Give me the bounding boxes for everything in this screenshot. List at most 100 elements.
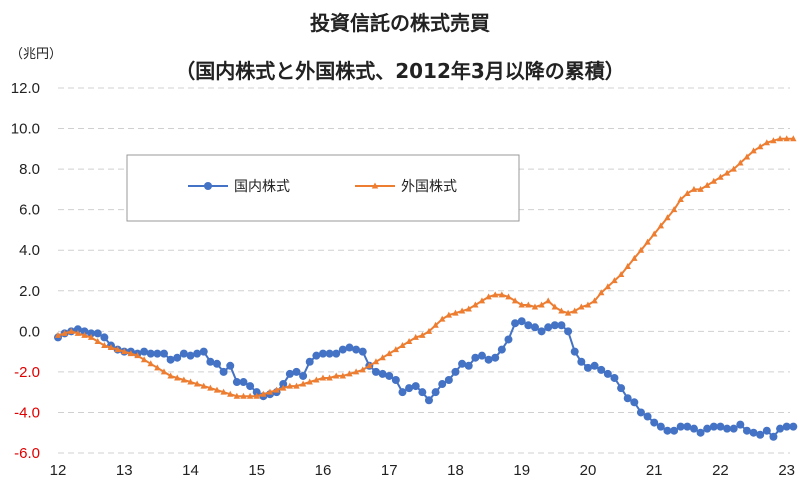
data-point (338, 345, 347, 354)
data-point (656, 422, 665, 431)
data-point (366, 362, 373, 369)
data-point (411, 382, 420, 391)
data-point (717, 173, 724, 180)
data-point (631, 254, 638, 261)
data-point (445, 311, 453, 318)
legend-label: 国内株式 (234, 179, 290, 195)
data-point (352, 345, 361, 354)
data-point (246, 392, 254, 399)
data-point (174, 374, 181, 381)
data-point (783, 135, 790, 142)
data-point (770, 137, 777, 144)
data-point (557, 321, 566, 330)
data-point (431, 388, 440, 397)
data-point (101, 342, 108, 349)
data-point (179, 349, 188, 358)
data-point (464, 361, 473, 370)
data-point (677, 196, 684, 203)
data-point (68, 327, 75, 334)
x-tick-label: 16 (315, 462, 332, 479)
data-point (159, 349, 168, 358)
data-point (227, 390, 234, 397)
data-point (207, 384, 214, 391)
data-point (333, 372, 340, 379)
data-point (517, 317, 526, 326)
data-point (212, 359, 221, 368)
x-tick-label: 17 (381, 462, 398, 479)
data-point (604, 283, 612, 290)
data-point (703, 424, 712, 433)
chart-subtitle: （国内株式と外国株式、2012年3月以降の累積） (175, 59, 625, 83)
data-point (345, 343, 354, 352)
data-point (140, 356, 148, 363)
data-point (392, 346, 400, 353)
data-point (306, 378, 313, 385)
data-point (292, 367, 301, 376)
x-tick-label: 15 (248, 462, 265, 479)
data-point (530, 323, 539, 332)
data-point (790, 135, 797, 142)
data-point (399, 342, 406, 349)
data-point (623, 394, 632, 403)
data-point (544, 323, 553, 332)
data-point (511, 297, 519, 304)
data-point (782, 422, 791, 431)
data-point (617, 384, 626, 393)
data-point (670, 426, 679, 435)
data-point (358, 347, 367, 356)
data-point (749, 428, 758, 437)
data-point (405, 384, 414, 393)
data-point (458, 307, 466, 314)
data-point (477, 351, 486, 360)
data-point (471, 353, 480, 362)
data-point (485, 293, 492, 300)
data-point (558, 307, 565, 314)
data-point (643, 412, 652, 421)
data-point (233, 392, 241, 399)
data-point (285, 369, 294, 378)
data-point (524, 321, 533, 330)
data-point (425, 327, 433, 334)
legend-box (126, 154, 520, 222)
x-tick-label: 13 (116, 462, 133, 479)
data-point (676, 422, 685, 431)
data-point (531, 303, 539, 310)
data-point (690, 185, 698, 192)
data-point (723, 424, 732, 433)
data-point (564, 309, 572, 316)
y-axis-tick-labels: 12.0 10.0 8.0 6.0 4.0 2.0 0.0 -2.0 -4.0 -6.0 (11, 80, 40, 462)
data-point (371, 367, 380, 376)
data-point (193, 349, 202, 358)
data-point (154, 364, 161, 371)
data-point (564, 327, 573, 336)
data-point (226, 361, 235, 370)
data-point (424, 396, 433, 405)
data-point (107, 344, 115, 351)
data-point (538, 301, 545, 308)
data-point (438, 380, 447, 389)
series-line (57, 320, 794, 439)
data-point (219, 367, 228, 376)
x-tick-label: 22 (712, 462, 729, 479)
data-point (583, 363, 592, 372)
data-point (571, 307, 578, 314)
data-point (187, 378, 194, 385)
data-point (736, 420, 745, 429)
data-point (273, 386, 280, 393)
data-point (326, 374, 333, 381)
data-point (80, 327, 89, 336)
data-point (180, 376, 188, 383)
data-point (504, 335, 513, 344)
y-tick-label: -4.0 (14, 404, 40, 421)
data-point (160, 368, 168, 375)
data-point (318, 349, 327, 358)
data-point (359, 366, 366, 373)
data-point (439, 315, 446, 322)
data-point (200, 382, 207, 389)
data-point (293, 382, 300, 389)
data-point (418, 388, 427, 397)
data-point (167, 372, 174, 379)
data-point (372, 358, 380, 365)
data-point (742, 426, 751, 435)
